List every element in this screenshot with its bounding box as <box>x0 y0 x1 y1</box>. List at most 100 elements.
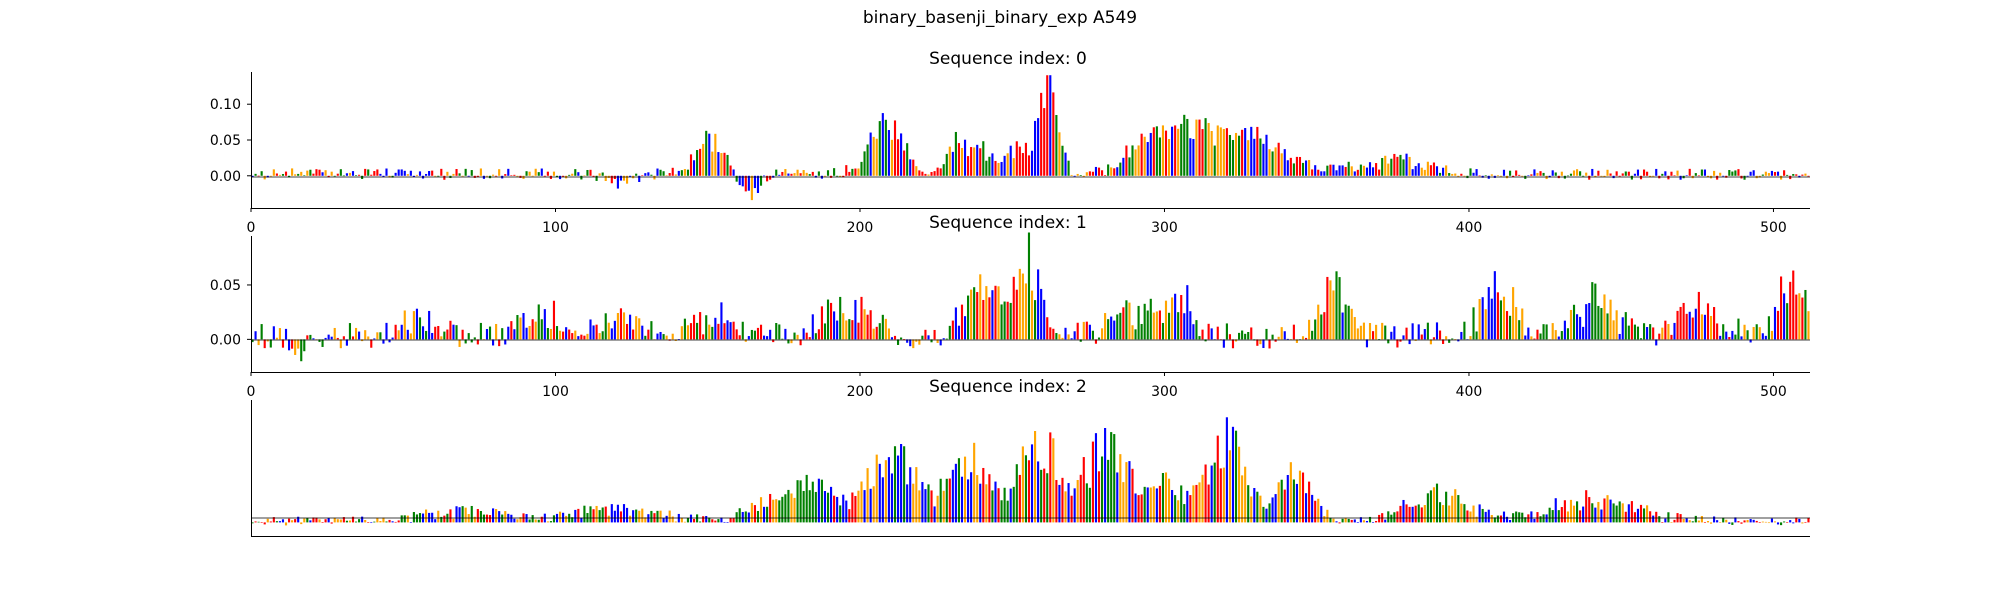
logo-letter-C <box>927 335 930 340</box>
logo-letter-T <box>1536 512 1539 523</box>
logo-letter-A <box>1615 505 1618 523</box>
logo-letter-A <box>385 521 388 523</box>
logo-letter-T <box>461 329 464 340</box>
logo-letter-G <box>638 510 641 523</box>
logo-letter-T <box>1530 174 1533 176</box>
logo-letter-G <box>1241 475 1244 523</box>
logo-letter-A <box>479 510 482 523</box>
logo-letter-A <box>942 164 945 176</box>
logo-letter-C <box>1037 461 1040 523</box>
logo-letter-A <box>437 175 440 177</box>
logo-letter-T <box>1049 327 1052 340</box>
logo-letter-A <box>1557 510 1560 523</box>
logo-letter-A <box>601 331 604 340</box>
logo-letter-T <box>829 302 833 340</box>
logo-letter-A <box>568 174 571 176</box>
x-tick-label: 100 <box>542 220 569 236</box>
logo-letter-C <box>769 329 772 340</box>
logo-letter-C <box>1210 328 1213 340</box>
logo-letter-C <box>312 338 315 340</box>
logo-letter-A <box>473 337 476 340</box>
logo-letter-A <box>1463 321 1466 340</box>
logo-letter-C <box>1713 516 1716 523</box>
x-ticks-0: 0 100 200 300 400 500 <box>247 208 1787 236</box>
logo-letter-G <box>1277 336 1280 340</box>
logo-letter-C <box>1417 163 1420 176</box>
logo-letter-T <box>1533 338 1536 340</box>
logo-letter-T <box>1792 270 1795 340</box>
logo-letter-G <box>364 330 367 340</box>
logo-letter-G <box>1576 169 1579 176</box>
logo-letter-G <box>759 497 763 523</box>
logo-letter-A <box>1335 271 1338 340</box>
logo-letter-T <box>1198 119 1201 176</box>
logo-letter-C <box>1423 329 1426 340</box>
x-tick-label: 0 <box>247 384 256 400</box>
logo-letter-A <box>601 172 604 176</box>
logo-letter-A <box>1521 512 1524 523</box>
logo-letter-C <box>1770 518 1773 523</box>
logo-letter-A <box>1174 495 1177 523</box>
logo-letter-G <box>686 325 690 340</box>
logo-letter-C <box>1533 518 1536 523</box>
logo-letter-T <box>1055 480 1058 523</box>
logo-letter-C <box>963 316 967 340</box>
logo-letter-C <box>1600 509 1603 523</box>
logo-letter-C <box>1146 487 1149 523</box>
logo-letter-G <box>1621 503 1624 523</box>
logo-letter-A <box>418 317 422 340</box>
logo-letter-C <box>994 481 997 523</box>
logo-letter-A <box>300 339 303 362</box>
logo-letter-G <box>318 519 321 523</box>
logo-letter-C <box>394 172 397 176</box>
logo-letter-T <box>592 175 595 177</box>
logo-letter-C <box>1088 324 1091 340</box>
logo-letter-C <box>1588 303 1591 340</box>
logo-letter-C <box>1652 515 1655 523</box>
logo-letter-T <box>327 175 330 178</box>
logo-letter-C <box>756 175 760 193</box>
logo-letter-C <box>351 171 355 176</box>
logo-letter-C <box>492 508 495 523</box>
logo-letter-T <box>1301 472 1305 523</box>
logo-letter-G <box>1277 482 1280 523</box>
logo-letter-A <box>415 514 419 523</box>
logo-letter-G <box>1478 299 1481 340</box>
logo-letter-T <box>924 329 927 340</box>
logo-letter-C <box>254 331 257 340</box>
logo-letter-C <box>1353 519 1356 523</box>
logo-letter-G <box>1201 474 1204 523</box>
logo-letter-T <box>1207 484 1210 523</box>
logo-letter-G <box>425 509 428 523</box>
logo-letter-C <box>452 324 455 340</box>
logo-letter-G <box>714 133 717 176</box>
logo-letter-C <box>1359 517 1362 523</box>
logo-letter-G <box>918 490 921 523</box>
logo-letter-G <box>440 336 443 340</box>
logo-letter-C <box>753 175 756 189</box>
logo-letter-C <box>1274 494 1277 523</box>
logo-letter-G <box>516 519 519 523</box>
logo-letter-G <box>1021 446 1024 523</box>
logo-letter-T <box>842 175 845 178</box>
logo-letter-A <box>260 171 263 176</box>
logo-letter-A <box>759 175 763 186</box>
logo-letter-A <box>1180 123 1183 176</box>
logo-letter-A <box>1326 165 1329 176</box>
logo-letter-C <box>963 139 967 176</box>
logo-letter-T <box>1697 175 1700 177</box>
logo-letter-G <box>1006 153 1009 176</box>
logo-letter-A <box>1381 158 1384 176</box>
logo-letter-G <box>641 508 644 523</box>
logo-letter-C <box>1591 168 1594 176</box>
logo-letter-T <box>1776 310 1780 340</box>
logo-letter-A <box>686 517 690 523</box>
logo-letter-G <box>1082 175 1085 177</box>
logo-letter-T <box>1515 170 1518 176</box>
logo-letter-A <box>333 175 336 177</box>
logo-letter-T <box>632 329 635 340</box>
logo-letter-C <box>1171 489 1174 523</box>
logo-letter-G <box>1609 299 1612 340</box>
logo-letter-C <box>1487 287 1490 340</box>
logo-letter-T <box>504 174 507 176</box>
